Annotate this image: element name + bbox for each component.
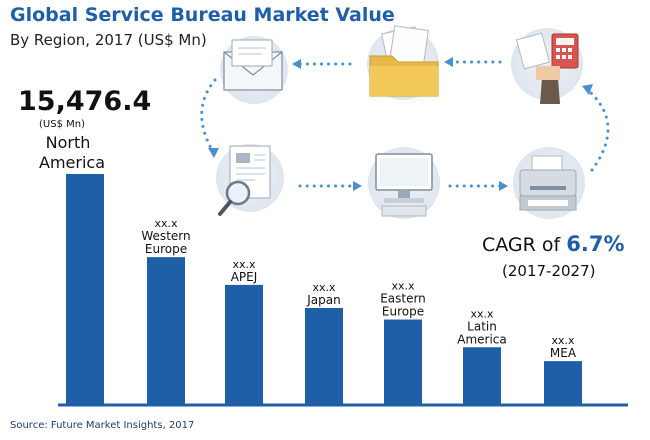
bar-latin-america <box>463 347 501 405</box>
category-label-japan-line1: Japan <box>306 293 340 307</box>
computer-icon <box>375 153 433 217</box>
bar-apej <box>225 284 263 405</box>
category-label-eastern-europe-line2: Europe <box>382 305 424 319</box>
category-label-mea-line1: MEA <box>550 346 577 360</box>
category-label-western-europe-line1: Western <box>141 229 190 243</box>
cagr-period: (2017-2027) <box>502 262 596 280</box>
value-label-japan: xx.x <box>312 281 336 294</box>
value-label-mea: xx.x <box>551 334 575 347</box>
value-label-eastern-europe: xx.x <box>391 280 415 293</box>
bar-western-europe <box>147 257 185 405</box>
bar-series <box>66 174 582 405</box>
chart-title: Global Service Bureau Market Value <box>10 4 395 26</box>
flow-arrows <box>200 60 610 188</box>
bar-north-america <box>66 174 104 405</box>
category-label-latin-america-line2: America <box>457 332 507 346</box>
cagr-prefix: CAGR of <box>482 234 567 256</box>
category-label-north-america-line2: America <box>39 153 105 172</box>
value-label-north-america: 15,476.4 <box>18 86 151 117</box>
folder-icon <box>369 25 439 97</box>
arrow-envelope-to-document <box>200 78 217 152</box>
cagr-text: CAGR of 6.7% <box>482 232 625 256</box>
cagr-value: 6.7% <box>566 232 625 256</box>
category-label-apej-line1: APEJ <box>231 270 258 284</box>
printer-icon <box>519 155 577 211</box>
bar-mea <box>544 361 582 405</box>
document-search-icon <box>218 145 271 216</box>
source-note: Source: Future Market Insights, 2017 <box>10 420 195 431</box>
arrow-printer-to-calculator <box>588 90 610 172</box>
chart-subtitle: By Region, 2017 (US$ Mn) <box>10 31 207 49</box>
category-label-eastern-europe-line1: Eastern <box>380 292 426 306</box>
bar-eastern-europe <box>384 319 422 405</box>
category-label-western-europe-line2: Europe <box>145 242 187 256</box>
value-label-latin-america: xx.x <box>470 307 494 320</box>
category-label-latin-america-line1: Latin <box>467 319 497 333</box>
unit-label: (US$ Mn) <box>39 119 85 130</box>
bar-japan <box>305 307 343 405</box>
value-label-western-europe: xx.x <box>154 217 178 230</box>
bar-labels: 15,476.4(US$ Mn)NorthAmericaxx.xWesternE… <box>18 86 577 360</box>
category-label-north-america-line1: North <box>46 133 91 152</box>
calculator-icon <box>515 32 579 104</box>
arrow-heads <box>208 57 593 191</box>
value-label-apej: xx.x <box>232 258 256 271</box>
envelope-icon <box>223 39 283 91</box>
